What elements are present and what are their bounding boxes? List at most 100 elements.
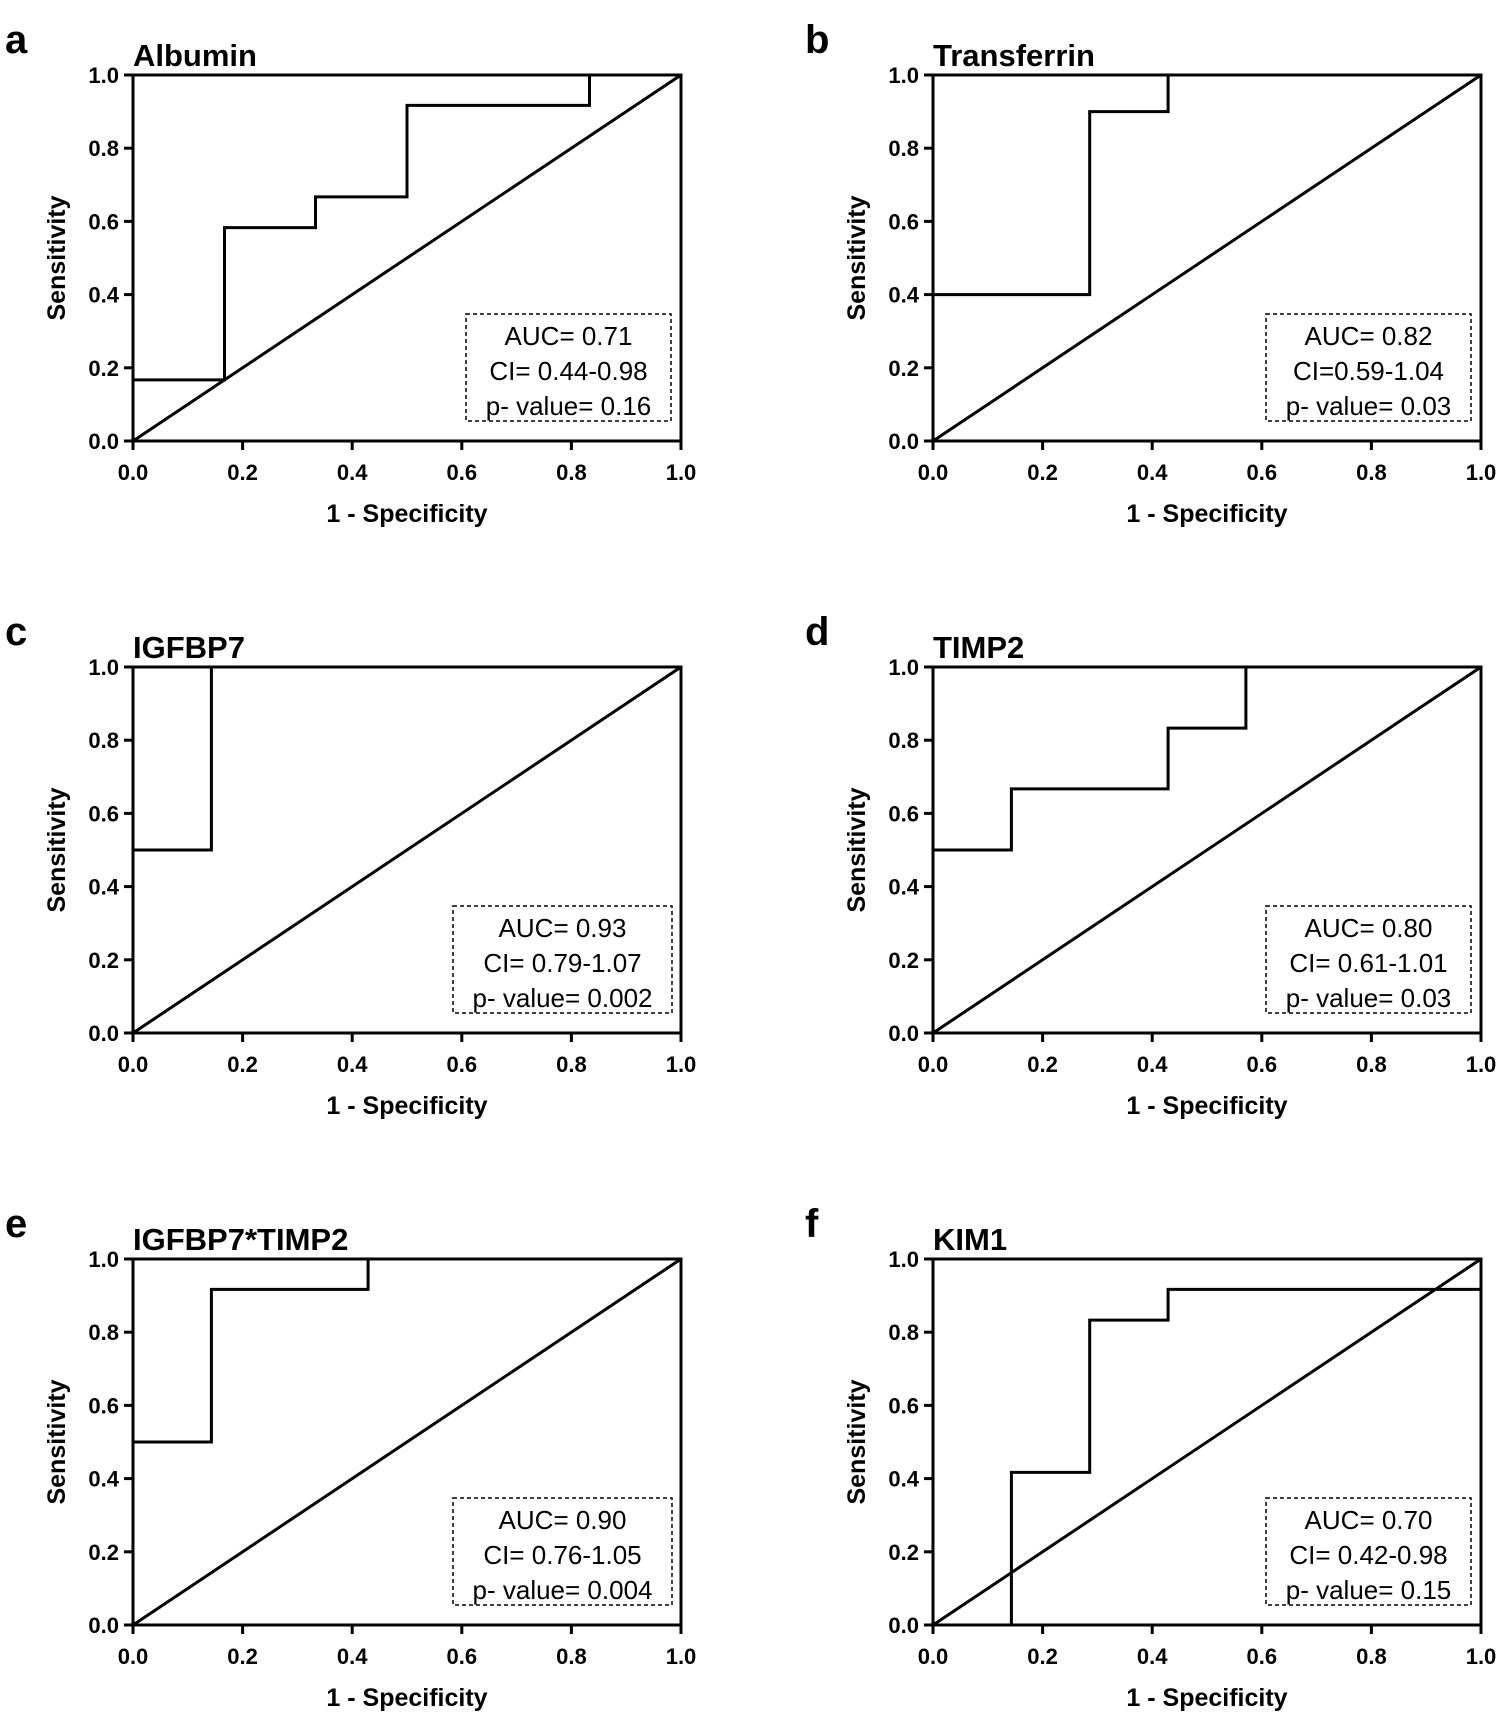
- x-tick-label: 0.2: [1027, 1052, 1058, 1077]
- y-tick-label: 1.0: [88, 655, 119, 680]
- y-tick-label: 0.2: [88, 1540, 119, 1565]
- y-axis-label: Sensitivity: [43, 787, 71, 912]
- stats-box: [1265, 1497, 1472, 1606]
- x-tick-label: 0.4: [1137, 460, 1168, 485]
- y-tick-label: 0.8: [888, 728, 919, 753]
- stats-line: CI= 0.42-0.98: [1289, 1540, 1447, 1570]
- stats-line: CI= 0.76-1.05: [483, 1540, 641, 1570]
- x-tick-label: 0.6: [447, 1052, 478, 1077]
- y-tick-label: 0.6: [888, 209, 919, 234]
- panel-letter: c: [5, 610, 27, 654]
- x-tick-label: 0.6: [447, 1644, 478, 1669]
- plot-frame: [131, 1257, 683, 1627]
- x-axis-label: 1 - Specificity: [1126, 1684, 1287, 1712]
- x-tick-label: 0.8: [556, 460, 587, 485]
- plot-frame: [131, 665, 683, 1035]
- x-tick-label: 0.2: [1027, 460, 1058, 485]
- y-tick-label: 0.6: [888, 1393, 919, 1418]
- x-tick-label: 0.2: [227, 460, 258, 485]
- y-tick-label: 1.0: [88, 1247, 119, 1272]
- x-tick-label: 0.2: [227, 1052, 258, 1077]
- chart-title: IGFBP7: [133, 630, 245, 665]
- y-tick-label: 0.4: [88, 283, 119, 308]
- stats-line: CI= 0.79-1.07: [483, 948, 641, 978]
- reference-diagonal-line: [932, 665, 1482, 1035]
- x-tick-label: 0.4: [337, 460, 368, 485]
- y-tick-label: 0.0: [888, 429, 919, 454]
- roc-panel-d: d TIMP2 0.0 0.2 0.4 0.6 0.8 1.0 0.0 0.2 0.4 0.6 0.8 1…: [805, 610, 1496, 1120]
- y-tick-label: 0.0: [88, 1021, 119, 1046]
- roc-panel-c: c IGFBP7 0.0 0.2 0.4 0.6 0.8 1.0 0.0 0.2 0.4 0.6 0.8…: [5, 610, 696, 1120]
- reference-diagonal-line: [132, 73, 682, 443]
- x-tick-label: 0.8: [556, 1644, 587, 1669]
- stats-line: AUC= 0.90: [499, 1505, 627, 1535]
- x-tick-label: 1.0: [666, 1052, 697, 1077]
- stats-line: AUC= 0.70: [1305, 1505, 1433, 1535]
- x-axis-label: 1 - Specificity: [1126, 500, 1287, 528]
- x-axis-label: 1 - Specificity: [326, 1092, 487, 1120]
- y-tick-label: 0.2: [88, 356, 119, 381]
- x-tick-label: 0.0: [118, 1644, 149, 1669]
- y-axis-label: Sensitivity: [43, 1379, 71, 1504]
- y-tick-label: 0.2: [88, 948, 119, 973]
- stats-line: p- value= 0.16: [486, 391, 652, 421]
- y-tick-label: 1.0: [888, 655, 919, 680]
- x-tick-label: 0.2: [227, 1644, 258, 1669]
- chart-title: IGFBP7*TIMP2: [133, 1222, 348, 1257]
- y-axis-label: Sensitivity: [843, 1379, 871, 1504]
- panel-letter: e: [5, 1202, 27, 1246]
- panel-letter: a: [5, 18, 28, 62]
- y-tick-label: 0.8: [888, 136, 919, 161]
- x-tick-label: 0.2: [1027, 1644, 1058, 1669]
- y-tick-label: 0.6: [88, 801, 119, 826]
- y-tick-label: 0.0: [888, 1613, 919, 1638]
- x-tick-label: 1.0: [1466, 460, 1497, 485]
- roc-curve-line: [133, 665, 681, 852]
- x-tick-label: 0.0: [918, 1644, 949, 1669]
- roc-panel-a: a Albumin 0.0 0.2 0.4 0.6 0.8 1.0 0.0 0.2 0.4 0.6 0.…: [5, 18, 696, 528]
- roc-panel-e: e IGFBP7*TIMP2 0.0 0.2 0.4 0.6 0.8 1.0 0.0 0.2 0.4…: [5, 1202, 696, 1712]
- roc-panel-b: b Transferrin 0.0 0.2 0.4 0.6 0.8 1.0 0.0 0.2 0.4 0…: [805, 18, 1496, 528]
- stats-line: AUC= 0.93: [499, 913, 627, 943]
- stats-box: [465, 313, 672, 422]
- x-tick-label: 0.4: [337, 1052, 368, 1077]
- reference-diagonal-line: [132, 1257, 682, 1627]
- x-axis-label: 1 - Specificity: [1126, 1092, 1287, 1120]
- y-tick-label: 1.0: [888, 1247, 919, 1272]
- y-tick-label: 1.0: [888, 63, 919, 88]
- y-tick-label: 1.0: [88, 63, 119, 88]
- stats-line: CI= 0.44-0.98: [489, 356, 647, 386]
- chart-title: KIM1: [933, 1222, 1007, 1257]
- stats-line: CI= 0.61-1.01: [1289, 948, 1447, 978]
- x-tick-label: 1.0: [1466, 1052, 1497, 1077]
- stats-line: CI=0.59-1.04: [1293, 356, 1444, 386]
- roc-curve-line: [1009, 1287, 1481, 1625]
- stats-line: p- value= 0.002: [473, 983, 653, 1013]
- x-tick-label: 1.0: [666, 1644, 697, 1669]
- chart-title: TIMP2: [933, 630, 1024, 665]
- x-tick-label: 0.0: [118, 460, 149, 485]
- chart-title: Albumin: [133, 38, 257, 73]
- y-axis-label: Sensitivity: [43, 195, 71, 320]
- x-tick-label: 0.0: [118, 1052, 149, 1077]
- y-tick-label: 0.2: [888, 356, 919, 381]
- x-tick-label: 0.4: [1137, 1644, 1168, 1669]
- y-axis-label: Sensitivity: [843, 787, 871, 912]
- x-axis-label: 1 - Specificity: [326, 500, 487, 528]
- plot-frame: [931, 73, 1483, 443]
- stats-box: [452, 905, 673, 1014]
- roc-panel-f: f KIM1 0.0 0.2 0.4 0.6 0.8 1.0 0.0 0.2 0.4 0.6 0.8 1.…: [805, 1202, 1496, 1712]
- y-tick-label: 0.4: [888, 1467, 919, 1492]
- roc-curve-line: [133, 1257, 681, 1444]
- x-tick-label: 0.4: [1137, 1052, 1168, 1077]
- x-tick-label: 0.6: [1247, 1052, 1278, 1077]
- y-tick-label: 0.2: [888, 948, 919, 973]
- x-tick-label: 0.8: [1356, 460, 1387, 485]
- x-tick-label: 0.8: [556, 1052, 587, 1077]
- plot-frame: [931, 665, 1483, 1035]
- stats-line: p- value= 0.03: [1286, 391, 1452, 421]
- y-tick-label: 0.8: [88, 1320, 119, 1345]
- reference-diagonal-line: [932, 73, 1482, 443]
- stats-line: p- value= 0.03: [1286, 983, 1452, 1013]
- x-tick-label: 0.0: [918, 460, 949, 485]
